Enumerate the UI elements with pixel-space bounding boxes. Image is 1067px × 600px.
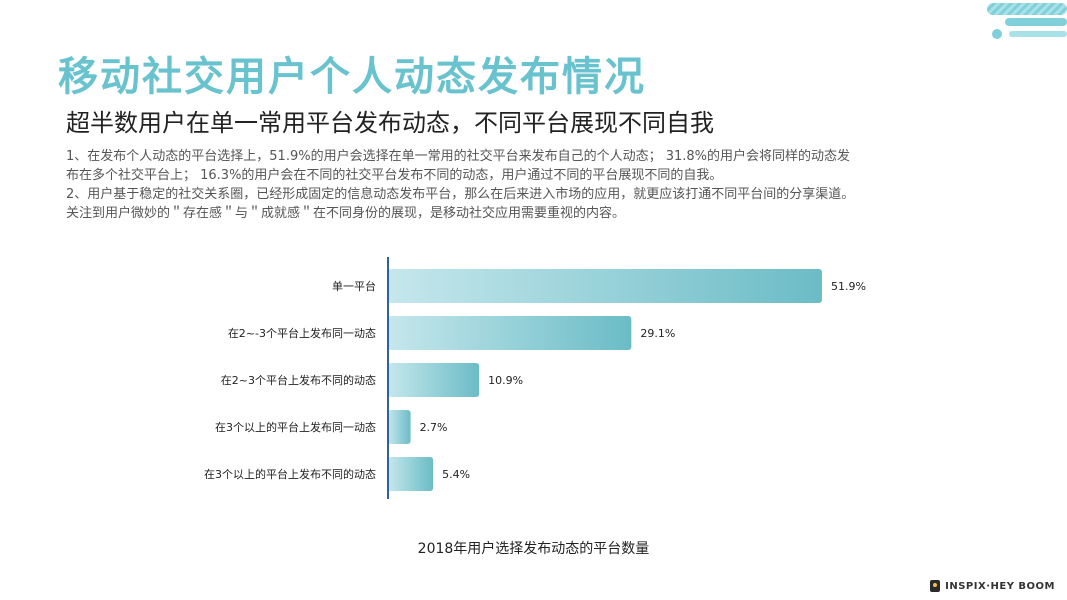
value-label: 29.1% [640, 327, 675, 340]
chart-caption: 2018年用户选择发布动态的平台数量 [417, 541, 650, 557]
description-line: 1、在发布个人动态的平台选择上，51.9%的用户会选择在单一常用的社交平台来发布… [66, 149, 850, 164]
corner-decoration [987, 3, 1067, 39]
description-line: 2、用户基于稳定的社交关系圈，已经形成固定的信息动态发布平台，那么在后来进入市场… [66, 187, 855, 202]
bar [388, 363, 480, 397]
page-title: 移动社交用户个人动态发布情况 [58, 54, 646, 100]
value-label: 51.9% [831, 280, 866, 293]
bar [388, 457, 434, 491]
bar [388, 316, 632, 350]
category-label: 在2~-3个平台上发布同一动态 [228, 326, 376, 340]
category-label: 在3个以上的平台上发布同一动态 [215, 420, 376, 434]
bar [388, 269, 822, 303]
category-label: 在2~3个平台上发布不同的动态 [221, 373, 376, 387]
page-subtitle: 超半数用户在单一常用平台发布动态，不同平台展现不同自我 [66, 109, 714, 137]
category-label: 单一平台 [332, 279, 376, 293]
bar [388, 410, 411, 444]
description-line: 关注到用户微妙的＂存在感＂与＂成就感＂在不同身份的展现，是移动社交应用需要重视的… [66, 206, 626, 221]
brand-name: INSPIX·HEY BOOM [945, 580, 1055, 592]
value-label: 5.4% [442, 468, 470, 481]
brand-icon [930, 580, 941, 592]
bar-chart: 单一平台 51.9% 在2~-3个平台上发布同一动态 29.1% 在2~3个平台上发布不… [204, 257, 866, 499]
brand-logo: INSPIX·HEY BOOM [930, 580, 1055, 592]
category-label: 在3个以上的平台上发布不同的动态 [204, 467, 376, 481]
description-text: 1、在发布个人动态的平台选择上，51.9%的用户会选择在单一常用的社交平台来发布… [66, 147, 1016, 223]
value-label: 2.7% [420, 421, 448, 434]
value-label: 10.9% [488, 374, 523, 387]
description-line: 布在多个社交平台上； 16.3%的用户会在不同的社交平台发布不同的动态，用户通过… [66, 168, 723, 183]
